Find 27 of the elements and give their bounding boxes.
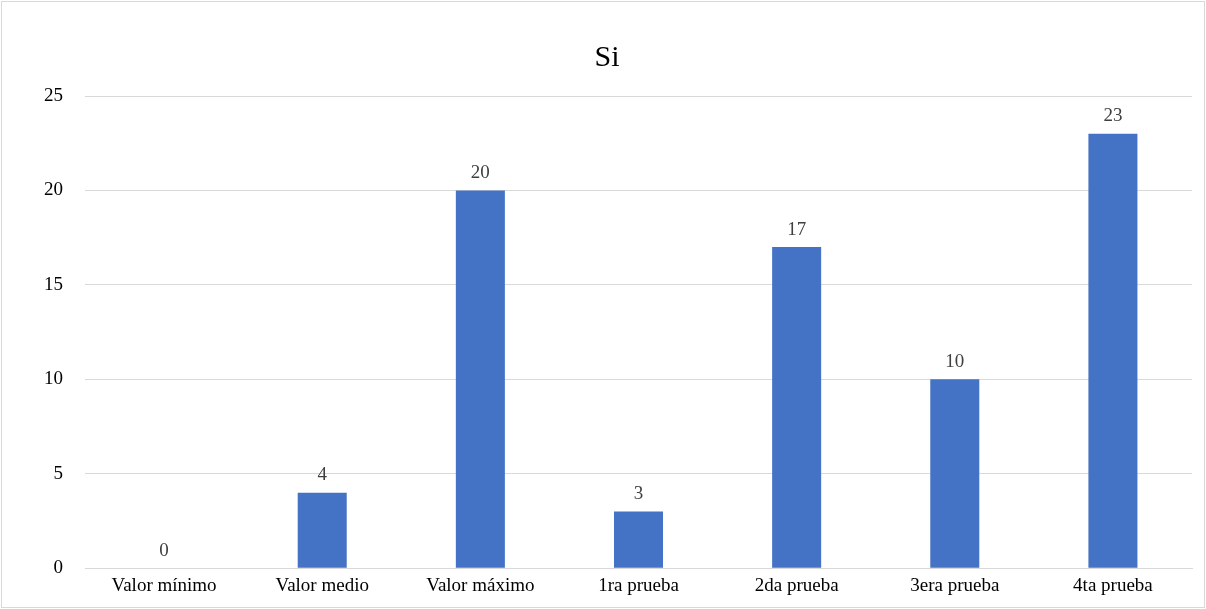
bar [455, 190, 505, 568]
x-tick-label: 4ta prueba [1073, 573, 1154, 595]
data-label: 17 [787, 217, 807, 239]
y-tick-label: 25 [44, 83, 63, 105]
data-label: 0 [159, 538, 169, 560]
data-label: 20 [470, 160, 490, 182]
y-tick-label: 0 [53, 556, 63, 578]
chart-title: Si [594, 38, 620, 72]
x-tick-label: 1ra prueba [598, 573, 680, 595]
x-tick-label: Valor mínimo [111, 573, 217, 595]
y-tick-label: 10 [44, 367, 63, 389]
bar [613, 511, 664, 568]
bar [297, 492, 347, 568]
y-tick-label: 5 [53, 461, 63, 483]
x-tick-label: Valor máximo [426, 573, 535, 595]
data-label: 10 [945, 349, 965, 371]
x-tick-label: 2da prueba [754, 573, 840, 595]
y-tick-label: 20 [44, 178, 63, 200]
x-tick-label: 3era prueba [910, 573, 1000, 595]
x-tick-label: Valor medio [275, 573, 369, 595]
bar [930, 379, 980, 568]
data-label: 4 [317, 463, 328, 485]
bar [1088, 133, 1138, 568]
data-label: 3 [633, 482, 644, 504]
bar [772, 247, 822, 568]
data-label: 23 [1103, 104, 1123, 126]
y-tick-label: 15 [44, 272, 63, 294]
